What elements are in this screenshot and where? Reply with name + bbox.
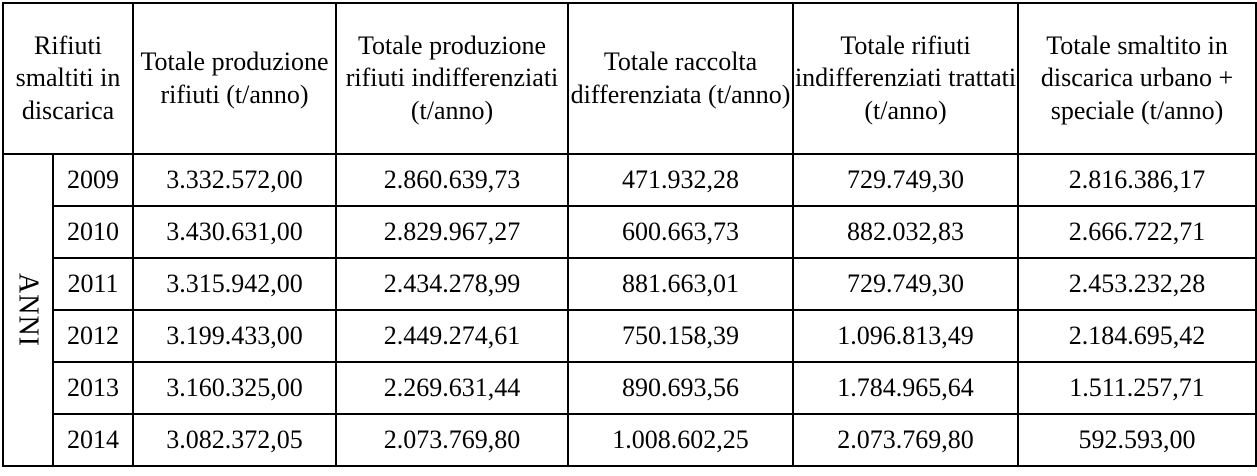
table-cell: 1.008.602,25 [567,413,795,467]
table-cell: 3.199.433,00 [132,309,338,363]
year-cell: 2013 [51,361,135,415]
table-row: 2013 3.160.325,00 2.269.631,44 890.693,5… [3,361,1257,415]
table-cell: 729.749,30 [792,257,1020,311]
table-cell: 2.073.769,80 [335,413,570,467]
corner-header: Rifiuti smaltiti in discarica [1,2,135,155]
column-header: Totale rifiuti indifferenziati trattati … [792,2,1020,155]
table-cell: 2.816.386,17 [1017,153,1257,207]
table-row: 2014 3.082.372,05 2.073.769,80 1.008.602… [3,413,1257,467]
table-cell: 3.332.572,00 [132,153,338,207]
table-cell: 2.073.769,80 [792,413,1020,467]
year-cell: 2012 [51,309,135,363]
table-row: ANNI 2009 3.332.572,00 2.860.639,73 471.… [2,153,1257,467]
table-cell: 2.269.631,44 [335,361,570,415]
table-cell: 2.449.274,61 [335,309,570,363]
table-cell: 1.784.965,64 [792,361,1020,415]
table-cell: 1.096.813,49 [792,309,1020,363]
table-cell: 2.860.639,73 [335,153,570,207]
row-group-label-cell: ANNI [2,153,54,467]
header-row: Rifiuti smaltiti in discarica Totale pro… [1,2,1257,155]
column-header: Totale smaltito in discarica urbano + sp… [1017,2,1257,155]
year-cell: 2010 [51,205,135,259]
table-cell: 600.663,73 [567,205,795,259]
year-cell: 2014 [51,413,135,467]
table-cell: 3.430.631,00 [132,205,338,259]
table-row: 2011 3.315.942,00 2.434.278,99 881.663,0… [3,257,1257,311]
table-cell: 3.315.942,00 [132,257,338,311]
column-header: Totale produzione rifiuti indifferenziat… [335,2,570,155]
column-header: Totale produzione rifiuti (t/anno) [132,2,338,155]
table-cell: 3.160.325,00 [132,361,338,415]
table-row: 2010 3.430.631,00 2.829.967,27 600.663,7… [3,205,1257,259]
table-cell: 750.158,39 [567,309,795,363]
table-cell: 729.749,30 [792,153,1020,207]
table-cell: 890.693,56 [567,361,795,415]
table-cell: 471.932,28 [567,153,795,207]
waste-table: Rifiuti smaltiti in discarica Totale pro… [1,2,1257,467]
row-group-label: ANNI [12,273,44,347]
column-header: Totale raccolta differenziata (t/anno) [567,2,795,155]
table-cell: 881.663,01 [567,257,795,311]
table-cell: 882.032,83 [792,205,1020,259]
table-row: 2012 3.199.433,00 2.449.274,61 750.158,3… [3,309,1257,363]
table-cell: 1.511.257,71 [1017,361,1257,415]
table-cell: 2.829.967,27 [335,205,570,259]
year-cell: 2011 [51,257,135,311]
table-cell: 2.184.695,42 [1017,309,1257,363]
year-cell: 2009 [51,153,135,207]
table-cell: 2.434.278,99 [335,257,570,311]
table-cell: 2.453.232,28 [1017,257,1257,311]
table-cell: 592.593,00 [1017,413,1257,467]
table-cell: 2.666.722,71 [1017,205,1257,259]
table-cell: 3.082.372,05 [132,413,338,467]
